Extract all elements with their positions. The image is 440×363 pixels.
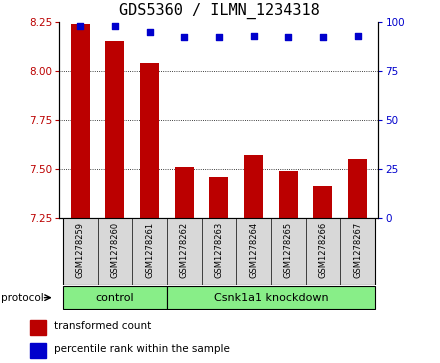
Point (354, 33, 361, 38)
FancyBboxPatch shape (63, 218, 375, 285)
Bar (175, 167, 194, 218)
Point (250, 33, 257, 38)
FancyBboxPatch shape (63, 286, 167, 309)
Text: GSM1278262: GSM1278262 (180, 222, 189, 278)
Text: Csnk1a1 knockdown: Csnk1a1 knockdown (213, 293, 328, 303)
Point (319, 34, 326, 40)
Title: GDS5360 / ILMN_1234318: GDS5360 / ILMN_1234318 (118, 3, 319, 19)
Bar (209, 177, 228, 218)
Bar (105, 41, 125, 218)
Bar (140, 63, 159, 218)
Bar (30, 320, 46, 335)
Bar (244, 155, 263, 218)
Text: GSM1278265: GSM1278265 (284, 222, 293, 278)
Point (181, 34, 188, 40)
Bar (348, 159, 367, 218)
Text: GSM1278267: GSM1278267 (353, 222, 362, 278)
Text: GSM1278260: GSM1278260 (110, 222, 119, 278)
Bar (279, 171, 298, 218)
Point (146, 29, 153, 34)
Text: GSM1278261: GSM1278261 (145, 222, 154, 278)
Point (216, 34, 223, 40)
FancyBboxPatch shape (167, 286, 375, 309)
Text: GSM1278264: GSM1278264 (249, 222, 258, 278)
Text: GSM1278259: GSM1278259 (76, 222, 85, 278)
Text: GSM1278263: GSM1278263 (214, 222, 224, 278)
Text: protocol: protocol (1, 293, 44, 303)
Bar (71, 24, 90, 218)
Point (285, 34, 292, 40)
Point (77, 23, 84, 29)
Bar (30, 343, 46, 358)
Text: control: control (95, 293, 134, 303)
Point (111, 23, 118, 29)
Text: GSM1278266: GSM1278266 (319, 222, 327, 278)
Text: transformed count: transformed count (55, 321, 152, 331)
Text: percentile rank within the sample: percentile rank within the sample (55, 344, 230, 354)
Bar (313, 187, 333, 218)
